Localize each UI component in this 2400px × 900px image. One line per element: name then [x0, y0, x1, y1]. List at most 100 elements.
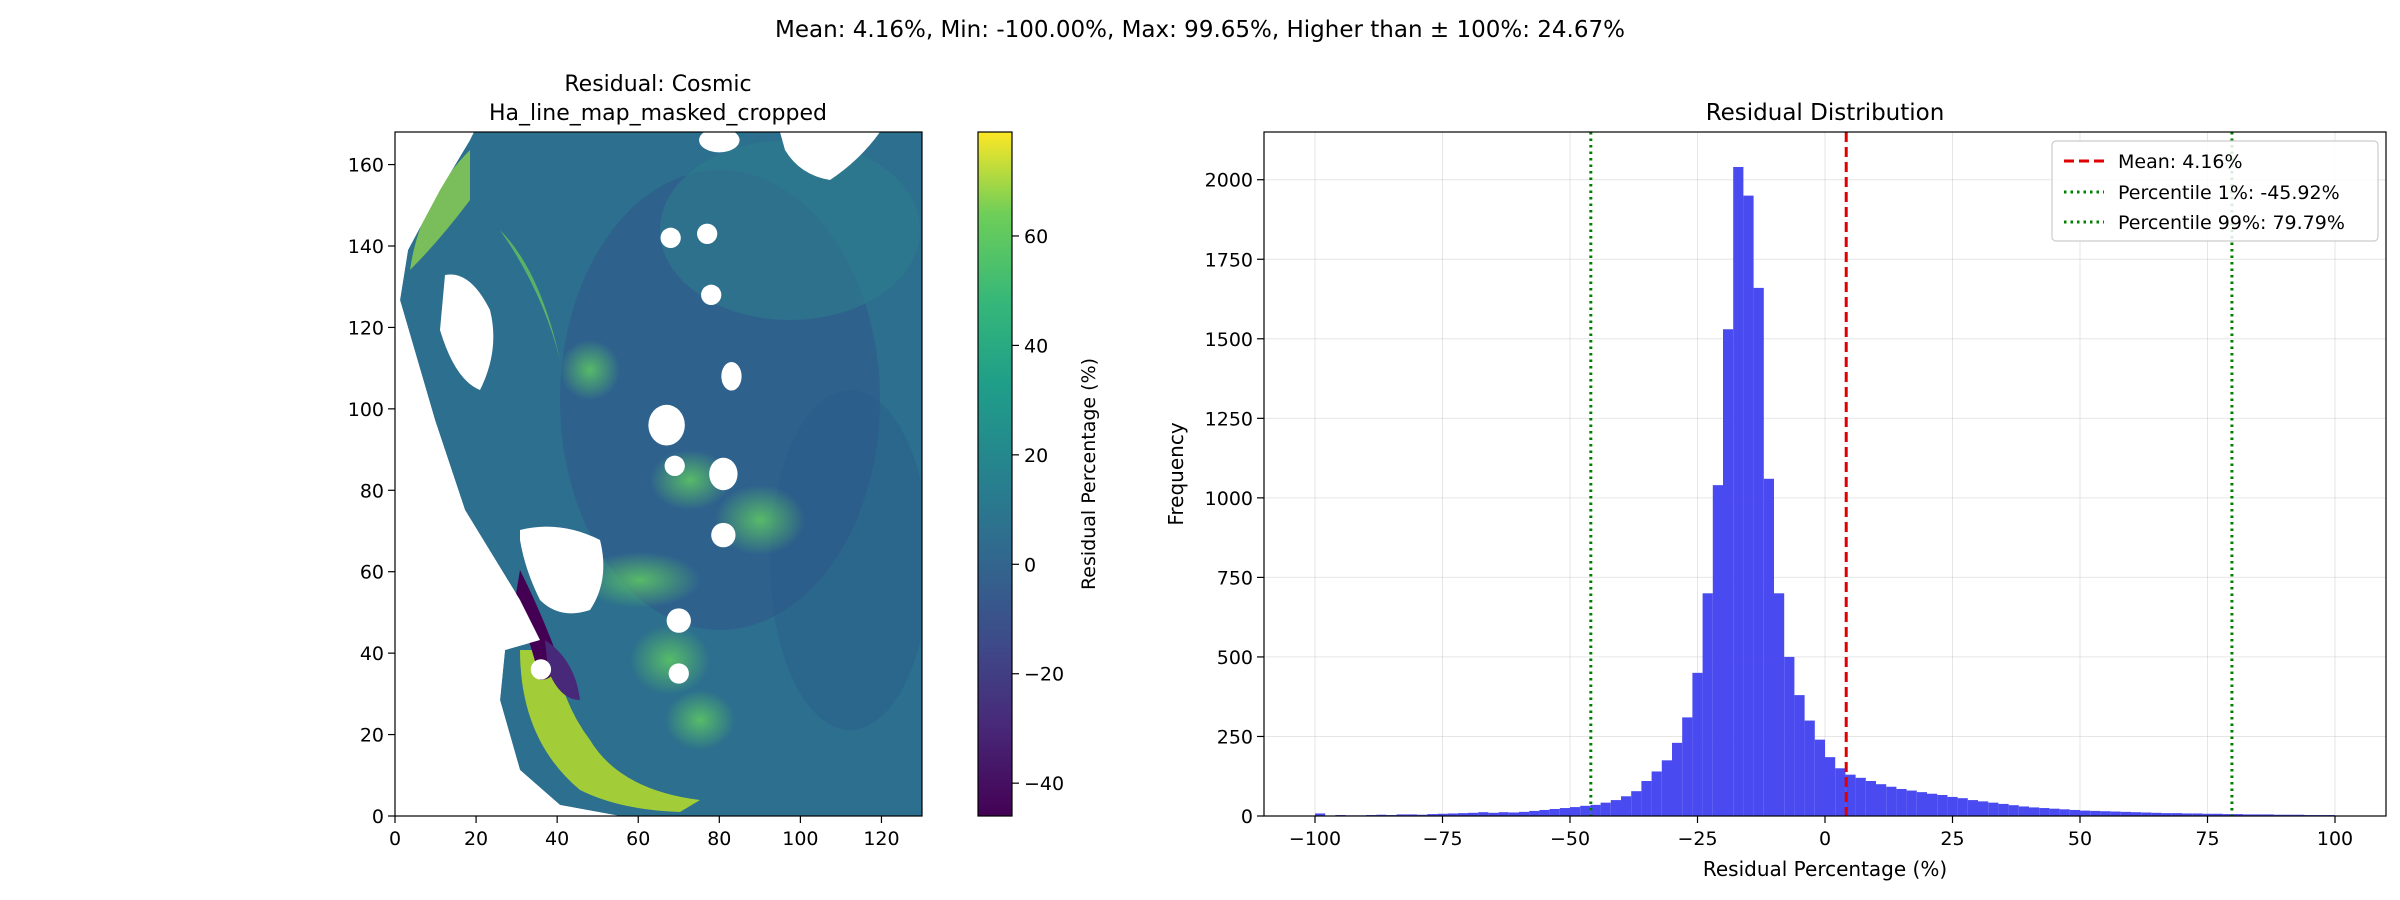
- hist-bar: [1508, 812, 1519, 816]
- hist-bar: [1978, 801, 1989, 816]
- hist-x-tick-label: −50: [1550, 828, 1590, 850]
- hist-bar: [2273, 814, 2284, 816]
- hist-bar: [2202, 813, 2213, 816]
- hist-grid: [1264, 132, 2386, 817]
- hist-x-tick-label: −100: [1289, 828, 1341, 850]
- hist-bar: [1763, 478, 1774, 816]
- hist-x-tick-label: 100: [2317, 828, 2353, 850]
- map-green-blob: [560, 340, 620, 400]
- hist-x-tick-label: 0: [1819, 828, 1831, 850]
- colorbar-tick-label: 60: [1024, 226, 1048, 248]
- hist-y-tick-label: 250: [1217, 726, 1253, 748]
- colorbar-tick-label: 0: [1024, 554, 1036, 576]
- hist-bar: [1498, 812, 1509, 816]
- hist-bar: [1457, 813, 1468, 816]
- colorbar-axis: −40 −20 0 20 40 60: [1012, 226, 1064, 795]
- hist-bar: [1651, 771, 1662, 816]
- hist-bars: [1315, 166, 2335, 816]
- hist-bar: [1621, 796, 1632, 816]
- map-holes: [530, 132, 742, 684]
- map-mask-hole: [697, 223, 718, 244]
- map-green-blob: [665, 690, 735, 750]
- legend-label-mean: Mean: 4.16%: [2118, 151, 2243, 173]
- map-mask-hole: [666, 608, 691, 633]
- hist-bar: [1682, 717, 1693, 816]
- hist-bar: [1580, 805, 1591, 816]
- hist-bar: [1600, 802, 1611, 816]
- map-purple-streak: [545, 640, 580, 700]
- hist-bar: [2284, 814, 2295, 816]
- map-y-tick-label: 160: [348, 155, 384, 177]
- hist-title: Residual Distribution: [1706, 100, 1945, 126]
- hist-bar: [1529, 810, 1540, 816]
- hist-bar: [1896, 788, 1907, 816]
- map-y-tick-label: 140: [348, 236, 384, 258]
- hist-bar: [2080, 810, 2091, 816]
- hist-x-tick-label: −75: [1422, 828, 1462, 850]
- hist-bar: [1549, 809, 1560, 816]
- map-mask-gap: [520, 526, 604, 614]
- hist-x-tick-label: 25: [1940, 828, 1964, 850]
- hist-bar: [1478, 812, 1489, 816]
- hist-bar: [2294, 814, 2305, 816]
- hist-bar: [2263, 814, 2274, 816]
- hist-y-tick-label: 1250: [1205, 408, 1253, 430]
- map-x-axis: 0 20 40 60 80 100 120: [389, 816, 900, 850]
- hist-bar: [1590, 804, 1601, 816]
- hist-bar: [1692, 672, 1703, 816]
- hist-bar: [1723, 329, 1734, 816]
- hist-bar: [2182, 813, 2193, 816]
- map-bright-rim: [410, 150, 470, 270]
- hist-bar: [1967, 800, 1978, 816]
- map-dark-zone: [660, 140, 920, 320]
- hist-bar: [2018, 806, 2029, 816]
- colorbar-tick-label: 40: [1024, 335, 1048, 357]
- map-x-tick-label: 0: [389, 828, 401, 850]
- hist-bar: [1468, 812, 1479, 816]
- hist-bar: [2059, 809, 2070, 816]
- hist-bar: [2161, 813, 2172, 816]
- map-x-tick-label: 120: [863, 828, 899, 850]
- hist-bar: [2233, 814, 2244, 816]
- hist-bar: [1886, 786, 1897, 816]
- hist-y-tick-label: 1000: [1205, 488, 1253, 510]
- hist-bar: [1733, 166, 1744, 816]
- hist-bar: [1957, 798, 1968, 816]
- hist-bar: [2222, 814, 2233, 816]
- map-mask-hole: [709, 457, 738, 491]
- hist-bar: [1784, 656, 1795, 816]
- hist-bar: [1998, 803, 2009, 816]
- map-y-tick-label: 60: [360, 562, 384, 584]
- histogram-panel: Residual Distribution −100 −75 −50 −25 0 25 50…: [1164, 100, 2387, 881]
- map-mask-hole: [660, 227, 681, 249]
- map-y-axis: 0 20 40 60 80 100 120 140 160: [348, 155, 395, 828]
- hist-bar: [1753, 287, 1764, 816]
- hist-bar: [1794, 695, 1805, 816]
- hist-bar: [1417, 814, 1428, 816]
- hist-y-tick-label: 2000: [1205, 170, 1253, 192]
- hist-x-tick-label: 50: [2068, 828, 2092, 850]
- hist-bar: [1406, 814, 1417, 816]
- hist-bar: [2192, 813, 2203, 816]
- map-mask-gap: [780, 132, 880, 180]
- map-y-tick-label: 80: [360, 480, 384, 502]
- hist-bar: [1396, 814, 1407, 816]
- map-purple-streak: [515, 570, 556, 680]
- map-mask-hole: [530, 659, 552, 680]
- legend-box: [2051, 140, 2379, 242]
- hist-bar: [2243, 814, 2254, 816]
- hist-bar: [2253, 814, 2264, 816]
- map-mask-hole: [721, 362, 742, 391]
- colorbar-tick-label: −40: [1024, 773, 1064, 795]
- colorbar-tick-label: −20: [1024, 664, 1064, 686]
- map-mask-hole: [699, 132, 740, 153]
- colorbar: [977, 131, 1013, 817]
- hist-bar: [2110, 811, 2121, 816]
- hist-vlines: [1589, 132, 2234, 816]
- hist-bar: [1570, 807, 1581, 816]
- hist-bar: [1845, 774, 1856, 816]
- hist-bar: [1855, 777, 1866, 816]
- hist-y-tick-label: 500: [1217, 647, 1253, 669]
- map-title-line1: Residual: Cosmic: [564, 72, 751, 97]
- hist-bar: [2171, 813, 2182, 816]
